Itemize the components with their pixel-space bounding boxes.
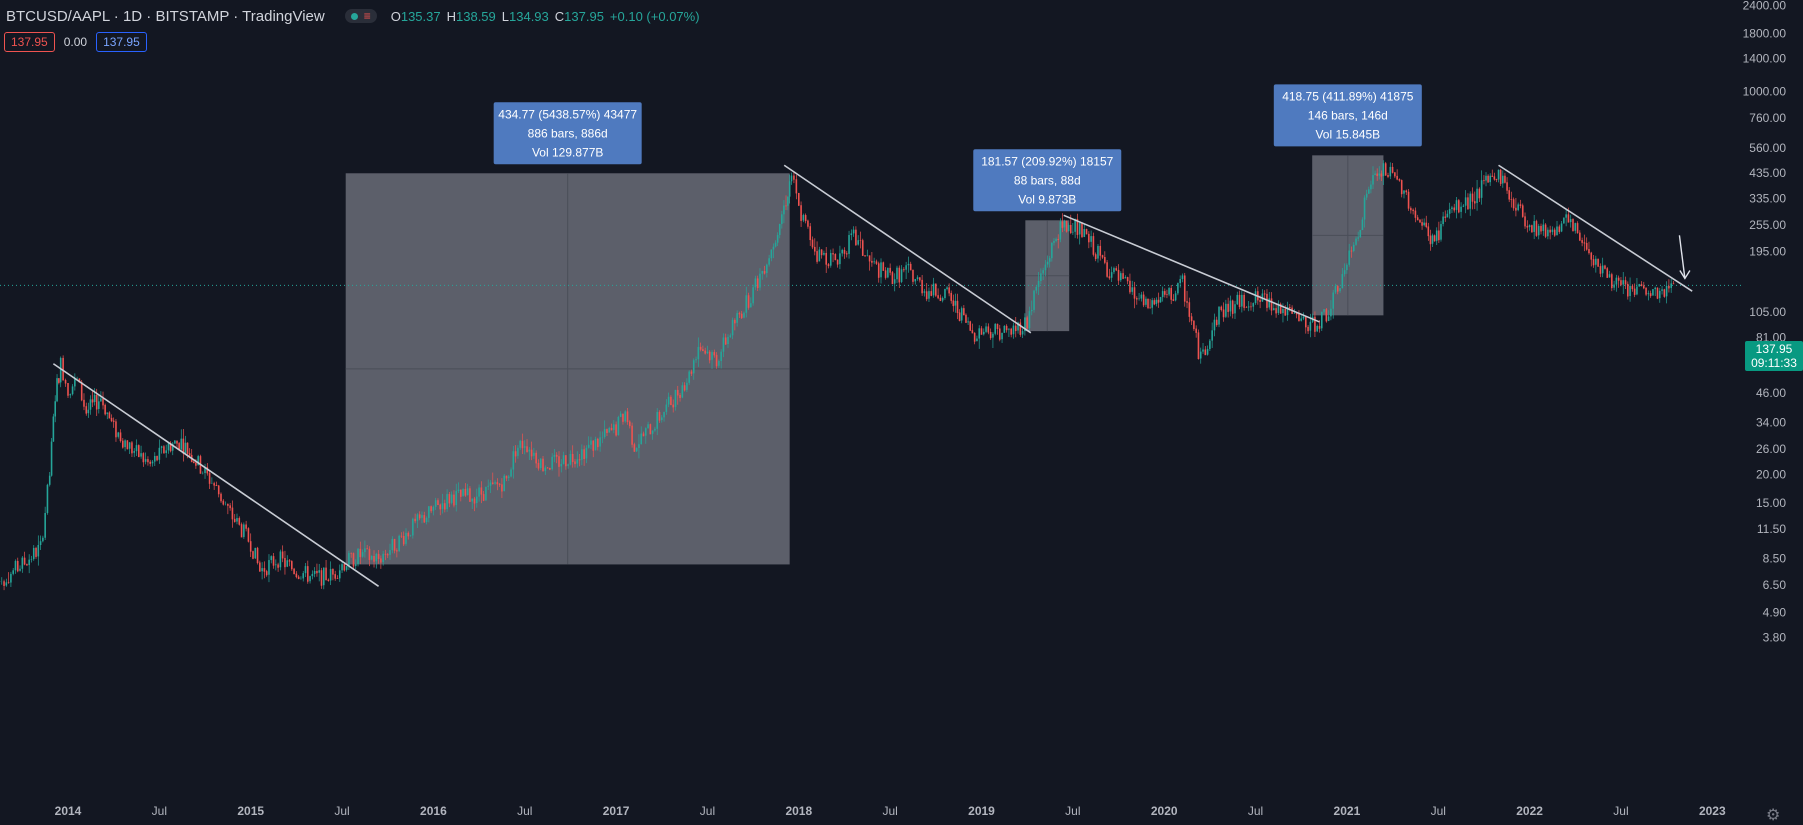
indicator-row: 137.95 0.00 137.95 xyxy=(4,32,147,52)
x-tick-label: 2022 xyxy=(1516,804,1543,818)
y-tick-label: 20.00 xyxy=(1756,468,1786,482)
y-tick-label: 435.00 xyxy=(1749,166,1786,180)
low-value: 134.93 xyxy=(509,8,549,24)
indicator-right-value[interactable]: 137.95 xyxy=(96,32,147,52)
x-tick-label: Jul xyxy=(1065,804,1080,818)
range-label-text: Vol 129.877B xyxy=(532,145,603,159)
y-tick-label: 195.00 xyxy=(1749,244,1786,258)
range-label-text: 418.75 (411.89%) 41875 xyxy=(1282,89,1414,103)
range-label-box xyxy=(973,149,1122,212)
x-tick-label: Jul xyxy=(517,804,532,818)
high-value: 138.59 xyxy=(456,8,496,24)
y-tick-label: 2400.00 xyxy=(1743,0,1787,12)
trendline xyxy=(783,164,1032,334)
y-tick-label: 11.50 xyxy=(1757,522,1786,536)
range-label-text: 146 bars, 146d xyxy=(1308,108,1388,122)
y-tick-label: 46.00 xyxy=(1756,386,1786,400)
x-tick-label: 2015 xyxy=(237,804,264,818)
trendline xyxy=(1063,214,1320,323)
range-label-text: 886 bars, 886d xyxy=(528,126,608,140)
ohlc-readout: O135.37 H138.59 L134.93 C137.95 +0.10 (+… xyxy=(391,9,700,24)
high-key: H xyxy=(446,8,456,24)
arrow-head xyxy=(1679,270,1691,280)
range-label-box xyxy=(1273,84,1422,147)
indicator-mid-value: 0.00 xyxy=(63,35,88,49)
indicator-left-value[interactable]: 137.95 xyxy=(4,32,55,52)
chart-header: BTCUSD/AAPL · 1D · BITSTAMP · TradingVie… xyxy=(6,5,700,27)
settings-icon[interactable]: ⚙ xyxy=(1766,807,1781,824)
x-tick-label: Jul xyxy=(152,804,167,818)
y-tick-label: 4.90 xyxy=(1763,605,1787,619)
y-tick-label: 1800.00 xyxy=(1743,27,1787,41)
x-tick-label: 2021 xyxy=(1334,804,1361,818)
y-tick-label: 1400.00 xyxy=(1743,51,1787,65)
low-key: L xyxy=(501,8,509,24)
x-tick-label: Jul xyxy=(700,804,715,818)
x-tick-label: 2019 xyxy=(968,804,995,818)
y-tick-label: 26.00 xyxy=(1756,442,1786,456)
trendline xyxy=(1498,164,1693,292)
x-tick-label: Jul xyxy=(1248,804,1263,818)
y-tick-label: 15.00 xyxy=(1756,496,1786,510)
open-value: 135.37 xyxy=(400,8,441,24)
range-label-text: 181.57 (209.92%) 18157 xyxy=(981,154,1113,168)
y-tick-label: 760.00 xyxy=(1749,111,1786,125)
y-tick-label: 255.00 xyxy=(1749,218,1786,232)
x-tick-label: Jul xyxy=(1613,804,1628,818)
y-tick-label: 1000.00 xyxy=(1743,84,1787,98)
range-label-text: Vol 15.845B xyxy=(1315,127,1380,141)
status-pill[interactable]: ≡ xyxy=(344,9,377,23)
range-label-text: Vol 9.873B xyxy=(1018,192,1076,206)
y-tick-label: 3.80 xyxy=(1763,630,1787,644)
live-dot-icon xyxy=(350,12,358,20)
trendline xyxy=(52,363,380,587)
change-value: +0.10 (+0.07%) xyxy=(609,8,700,24)
x-tick-label: 2017 xyxy=(603,804,630,818)
bar-countdown: 09:11:33 xyxy=(1751,356,1797,370)
y-tick-label: 8.50 xyxy=(1763,551,1787,565)
arrow-shaft xyxy=(1678,235,1686,279)
close-key: C xyxy=(554,8,565,24)
x-tick-label: 2018 xyxy=(785,804,812,818)
x-tick-label: Jul xyxy=(334,804,349,818)
close-value: 137.95 xyxy=(564,8,604,24)
x-tick-label: 2016 xyxy=(420,804,447,818)
x-tick-label: 2020 xyxy=(1151,804,1178,818)
x-tick-label: 2014 xyxy=(55,804,82,818)
last-price-tag: 137.95 09:11:33 xyxy=(1745,341,1803,371)
range-label-text: 434.77 (5438.57%) 43477 xyxy=(498,107,637,121)
y-tick-label: 34.00 xyxy=(1756,416,1786,430)
y-tick-label: 335.00 xyxy=(1749,191,1786,205)
range-label-text: 88 bars, 88d xyxy=(1014,173,1081,187)
x-tick-label: Jul xyxy=(882,804,897,818)
y-tick-label: 560.00 xyxy=(1749,141,1786,155)
menu-icon[interactable]: ≡ xyxy=(363,9,371,23)
x-tick-label: 2023 xyxy=(1699,804,1726,818)
open-key: O xyxy=(390,8,401,24)
last-price-value: 137.95 xyxy=(1755,342,1793,356)
symbol-title[interactable]: BTCUSD/AAPL · 1D · BITSTAMP · TradingVie… xyxy=(6,7,325,25)
y-tick-label: 6.50 xyxy=(1763,578,1787,592)
y-tick-label: 105.00 xyxy=(1749,305,1786,319)
x-tick-label: Jul xyxy=(1431,804,1446,818)
range-label-box xyxy=(493,102,642,165)
